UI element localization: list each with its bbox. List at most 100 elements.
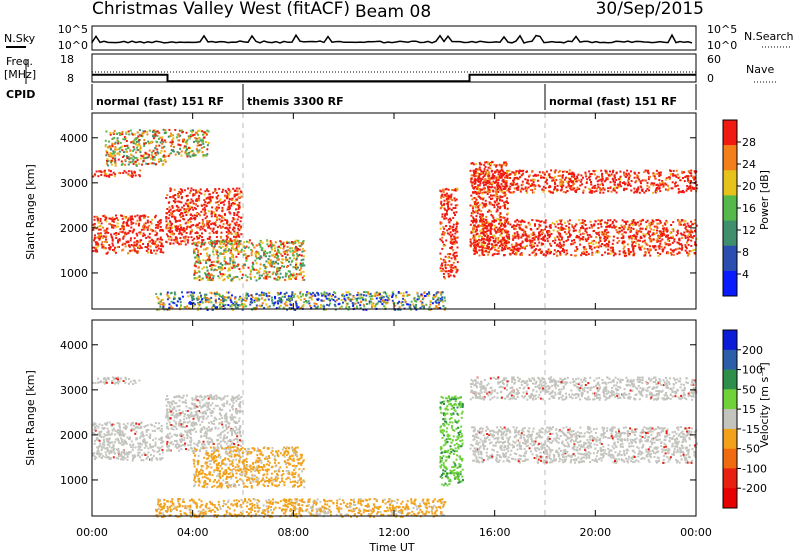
- data-cell: [320, 292, 323, 295]
- data-cell: [493, 235, 496, 237]
- data-cell: [117, 140, 120, 143]
- data-cell: [168, 309, 171, 311]
- data-cell: [655, 232, 658, 235]
- data-cell: [530, 246, 533, 249]
- data-cell: [205, 132, 208, 135]
- data-cell: [192, 293, 195, 296]
- data-cell: [177, 152, 180, 155]
- data-cell: [443, 261, 446, 264]
- data-cell: [202, 155, 205, 158]
- data-cell: [439, 269, 442, 272]
- data-cell: [129, 129, 132, 132]
- data-cell: [249, 269, 252, 272]
- data-cell: [550, 232, 553, 235]
- data-cell: [322, 299, 325, 302]
- data-cell: [330, 297, 333, 300]
- data-cell: [105, 162, 108, 165]
- data-cell: [225, 238, 228, 241]
- data-cell: [156, 221, 159, 224]
- data-cell: [242, 267, 245, 270]
- data-cell: [627, 178, 630, 180]
- data-cell: [613, 219, 616, 222]
- data-cell: [200, 244, 203, 247]
- data-cell: [208, 254, 211, 257]
- data-cell: [662, 232, 665, 235]
- data-cell: [111, 219, 114, 222]
- data-cell: [247, 254, 250, 257]
- data-cell: [432, 294, 435, 296]
- data-cell: [689, 250, 692, 253]
- data-cell: [220, 219, 223, 222]
- data-cell: [129, 230, 132, 233]
- data-cell: [571, 173, 574, 176]
- data-cell: [498, 245, 501, 247]
- data-cell: [629, 184, 632, 187]
- data-cell: [686, 241, 688, 244]
- data-cell: [99, 170, 102, 173]
- data-cell: [267, 258, 270, 261]
- data-cell: [179, 209, 182, 212]
- data-cell: [270, 254, 273, 257]
- data-cell: [247, 295, 250, 297]
- data-cell: [690, 236, 693, 239]
- data-cell: [93, 215, 96, 218]
- data-cell: [300, 271, 303, 274]
- data-cell: [162, 245, 165, 248]
- data-cell: [687, 234, 690, 237]
- data-cell: [221, 191, 224, 193]
- data-cell: [132, 163, 135, 165]
- data-cell: [616, 237, 619, 240]
- data-cell: [194, 136, 197, 139]
- data-cell: [637, 230, 640, 233]
- data-cell: [357, 291, 359, 294]
- data-cell: [279, 246, 282, 249]
- data-cell: [469, 223, 472, 226]
- data-cell: [394, 304, 397, 307]
- data-cell: [594, 251, 597, 254]
- data-cell: [397, 302, 400, 305]
- data-cell: [174, 238, 177, 241]
- data-cell: [294, 250, 297, 253]
- data-cell: [216, 226, 219, 229]
- data-cell: [595, 236, 598, 239]
- data-cell: [633, 240, 636, 243]
- data-cell: [448, 233, 451, 236]
- data-cell: [262, 249, 265, 252]
- data-cell: [601, 233, 604, 236]
- data-cell: [598, 234, 601, 237]
- data-cell: [226, 192, 229, 195]
- data-cell: [171, 143, 174, 145]
- data-cell: [524, 239, 527, 242]
- data-cell: [125, 131, 128, 134]
- data-cell: [418, 297, 420, 300]
- data-cell: [158, 158, 160, 161]
- data-cell: [650, 183, 653, 186]
- data-cell: [542, 237, 545, 240]
- data-cell: [541, 250, 543, 253]
- data-cell: [548, 249, 551, 252]
- data-cell: [363, 291, 366, 293]
- data-cell: [111, 155, 114, 158]
- data-cell: [230, 233, 233, 235]
- data-cell: [105, 175, 108, 178]
- data-cell: [352, 304, 355, 307]
- data-cell: [189, 189, 192, 192]
- data-cell: [540, 174, 542, 177]
- data-cell: [455, 241, 458, 244]
- data-cell: [295, 302, 298, 305]
- data-cell: [183, 140, 186, 143]
- data-cell: [230, 242, 233, 245]
- data-cell: [568, 169, 571, 172]
- data-cell: [628, 225, 631, 228]
- data-cell: [137, 224, 140, 227]
- data-cell: [169, 212, 172, 215]
- data-cell: [151, 218, 154, 221]
- data-cell: [472, 226, 475, 229]
- data-cell: [238, 241, 241, 244]
- data-cell: [128, 133, 131, 136]
- data-cell: [486, 239, 489, 242]
- data-cell: [173, 302, 176, 305]
- data-cell: [144, 130, 146, 133]
- data-cell: [662, 185, 665, 188]
- data-cell: [186, 194, 189, 197]
